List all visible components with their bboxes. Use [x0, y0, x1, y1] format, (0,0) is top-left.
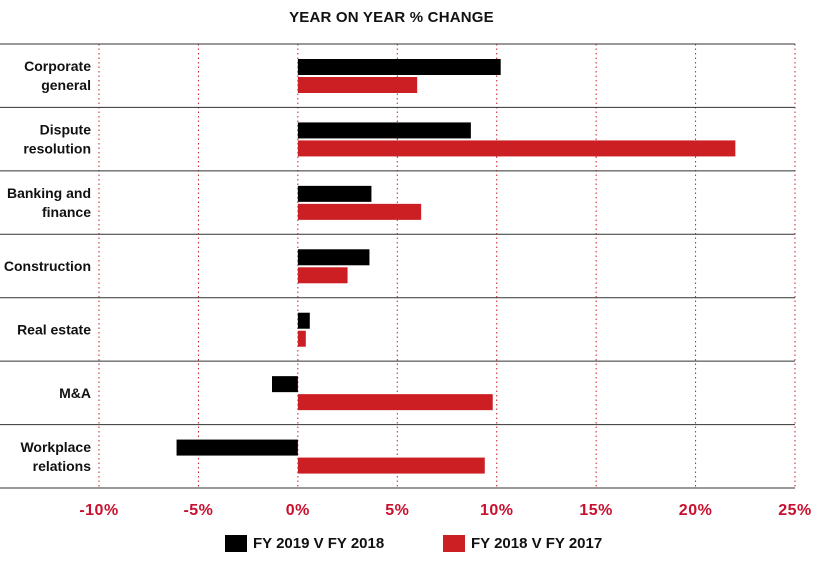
bar-series1-cat3 [297, 185, 372, 202]
bar-series1-cat6 [272, 376, 298, 393]
legend-item-series-1: FY 2019 V FY 2018 [225, 535, 384, 552]
bar-series1-cat2 [297, 122, 471, 139]
category-label-1-line-2: general [41, 77, 91, 93]
x-tick-label-3: 5% [385, 502, 409, 519]
bar-series2-cat1 [297, 77, 418, 93]
category-label-2-line-1: Dispute [40, 122, 92, 138]
x-tick-label-7: 25% [778, 502, 812, 519]
legend: FY 2019 V FY 2018 FY 2018 V FY 2017 [0, 535, 823, 557]
category-label-4-line-1: Construction [4, 258, 91, 274]
bar-series2-cat4 [297, 267, 348, 284]
x-tick-label-2: 0% [286, 502, 310, 519]
x-tick-label-0: -10% [79, 502, 118, 519]
category-label-1-line-1: Corporate [24, 58, 91, 74]
bar-series1-cat4 [297, 249, 370, 266]
x-tick-label-6: 20% [679, 502, 713, 519]
bar-series1-cat7 [176, 439, 298, 456]
category-label-2-line-2: resolution [23, 141, 91, 157]
legend-item-series-2: FY 2018 V FY 2017 [443, 535, 602, 552]
bar-series2-cat6 [297, 394, 493, 411]
legend-label-series-2: FY 2018 V FY 2017 [471, 535, 603, 552]
bar-series2-cat5 [297, 330, 306, 347]
legend-swatch-series-2 [443, 535, 465, 552]
bar-series1-cat1 [297, 59, 501, 75]
bar-series2-cat2 [297, 140, 736, 157]
x-tick-label-1: -5% [183, 502, 213, 519]
category-label-7-line-2: relations [33, 458, 92, 474]
bar-chart: Corporate general Dispute resolution Banking… [0, 43, 812, 519]
category-label-3-line-2: finance [42, 204, 91, 220]
category-label-6-line-1: M&A [59, 385, 91, 401]
category-label-5-line-1: Real estate [17, 321, 91, 337]
chart-title: YEAR ON YEAR % CHANGE [289, 9, 494, 26]
legend-swatch-series-1 [225, 535, 247, 552]
bar-series1-cat5 [297, 312, 310, 329]
legend-label-series-1: FY 2019 V FY 2018 [253, 535, 385, 552]
category-label-7-line-1: Workplace [20, 439, 91, 455]
x-tick-label-4: 10% [480, 502, 514, 519]
category-label-3-line-1: Banking and [7, 185, 91, 201]
bar-series2-cat3 [297, 203, 422, 220]
x-tick-label-5: 15% [579, 502, 613, 519]
bar-series2-cat7 [297, 457, 485, 474]
